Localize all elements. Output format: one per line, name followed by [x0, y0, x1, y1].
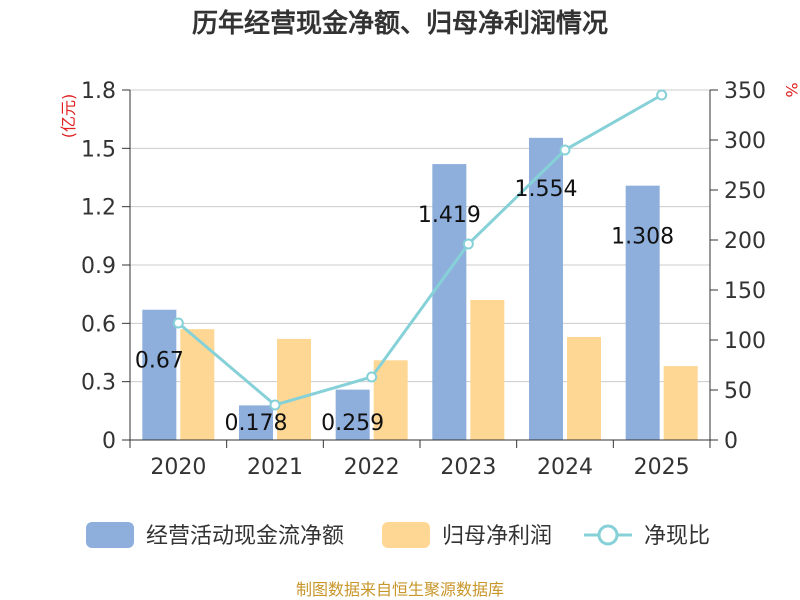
ratio-point-2023 [462, 238, 474, 250]
legend-item-net-profit[interactable]: 归母净利润 [382, 522, 552, 549]
bar-cashflow-2022 [335, 389, 370, 440]
left-axis-tick-label: 0 [102, 429, 116, 454]
ratio-point-2021 [269, 399, 281, 411]
left-axis-tick-label: 0.3 [81, 371, 116, 396]
legend-label-ratio: 净现比 [644, 524, 710, 549]
right-axis-tick-label: 200 [724, 229, 766, 254]
bar-net-profit-2025 [663, 366, 698, 440]
right-axis-tick-label: 50 [724, 379, 752, 404]
bars [142, 137, 698, 441]
data-labels: 0.67 0.178 0.259 1.419 1.554 1.308 [135, 177, 674, 436]
right-axis-tick-label: 350 [724, 79, 766, 104]
legend-swatch-net-profit [382, 522, 430, 548]
bar-net-profit-2024 [567, 336, 601, 440]
ratio-point-2022 [366, 371, 378, 383]
bar-net-profit-2020 [180, 329, 215, 440]
data-label-cashflow-2020: 0.67 [135, 349, 184, 374]
legend-label-cashflow: 经营活动现金流净额 [146, 524, 344, 549]
legend-swatch-cashflow [86, 522, 134, 548]
ratio-point-2020 [172, 317, 184, 329]
source-note: 制图数据来自恒生聚源数据库 [296, 580, 504, 599]
axes: 0 0.3 0.6 0.9 1.2 1.5 1.8 0 50 100 150 200 250 300 350… [81, 79, 766, 480]
legend-swatch-ratio-marker [597, 524, 619, 546]
bar-cashflow-2025 [625, 185, 660, 440]
left-axis-tick-label: 1.8 [81, 79, 116, 104]
ratio-point-2025 [656, 89, 668, 101]
legend-item-ratio[interactable]: 净现比 [584, 524, 710, 549]
left-axis-unit: (亿元) [59, 94, 78, 139]
ratio-line-path [177, 93, 663, 407]
left-axis-tick-label: 1.2 [81, 196, 116, 221]
right-axis-tick-label: 250 [724, 179, 766, 204]
data-label-cashflow-2022: 0.259 [321, 411, 384, 436]
ratio-line [172, 89, 668, 411]
data-label-cashflow-2025: 1.308 [611, 225, 674, 250]
bar-net-profit-2021 [277, 338, 311, 440]
chart-title: 历年经营现金净额、归母净利润情况 [192, 8, 608, 39]
right-axis-tick-label: 0 [724, 429, 738, 454]
right-axis-tick-label: 300 [724, 129, 766, 154]
legend: 经营活动现金流净额 归母净利润 净现比 [86, 522, 710, 549]
x-axis-tick-label: 2022 [344, 455, 400, 480]
bar-net-profit-2023 [470, 300, 505, 440]
legend-item-cashflow[interactable]: 经营活动现金流净额 [86, 522, 344, 549]
right-axis-tick-label: 150 [724, 279, 766, 304]
bar-net-profit-2022 [373, 360, 408, 440]
grid-lines [130, 89, 710, 383]
legend-label-net-profit: 归母净利润 [442, 524, 552, 549]
left-axis-tick-label: 1.5 [81, 137, 116, 162]
data-label-cashflow-2024: 1.554 [515, 177, 578, 202]
right-axis-tick-label: 100 [724, 329, 766, 354]
right-axis-unit: % [782, 82, 800, 97]
data-label-cashflow-2023: 1.419 [418, 203, 481, 228]
left-axis-tick-label: 0.6 [81, 312, 116, 337]
data-label-cashflow-2021: 0.178 [225, 411, 288, 436]
x-axis-tick-label: 2021 [247, 455, 303, 480]
x-axis-tick-label: 2020 [150, 455, 206, 480]
x-axis-tick-label: 2023 [440, 455, 496, 480]
bar-cashflow-2020 [142, 309, 177, 440]
bar-cashflow-2024 [529, 137, 563, 441]
bar-cashflow-2021 [239, 405, 273, 440]
left-axis-tick-label: 0.9 [81, 254, 116, 279]
x-axis-tick-label: 2025 [634, 455, 690, 480]
x-axis-tick-label: 2024 [537, 455, 593, 480]
ratio-point-2024 [559, 144, 571, 156]
bar-cashflow-2023 [432, 164, 467, 441]
